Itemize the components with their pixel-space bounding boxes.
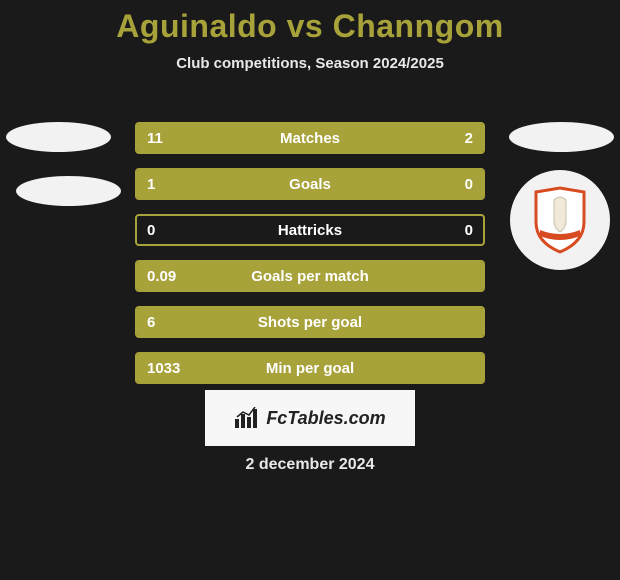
subtitle: Club competitions, Season 2024/2025 bbox=[0, 55, 620, 72]
stat-label: Hattricks bbox=[137, 216, 483, 244]
watermark-text: FcTables.com bbox=[266, 408, 385, 429]
stat-row: 0Hattricks0 bbox=[135, 214, 485, 246]
stat-value-right: 0 bbox=[465, 216, 473, 244]
stat-row: 1Goals0 bbox=[135, 168, 485, 200]
stat-label: Min per goal bbox=[137, 354, 483, 382]
player-right-badge-1 bbox=[509, 122, 614, 152]
stat-row: 0.09Goals per match bbox=[135, 260, 485, 292]
stat-value-right: 2 bbox=[465, 124, 473, 152]
stat-row: 6Shots per goal bbox=[135, 306, 485, 338]
stat-value-right: 0 bbox=[465, 170, 473, 198]
stat-row: 11Matches2 bbox=[135, 122, 485, 154]
date-text: 2 december 2024 bbox=[0, 456, 620, 474]
stats-rows: 11Matches21Goals00Hattricks00.09Goals pe… bbox=[135, 122, 485, 398]
club-badge-right bbox=[510, 170, 610, 270]
page-title: Aguinaldo vs Channgom bbox=[0, 8, 620, 45]
stat-label: Matches bbox=[137, 124, 483, 152]
stat-label: Goals bbox=[137, 170, 483, 198]
stat-row: 1033Min per goal bbox=[135, 352, 485, 384]
stat-label: Goals per match bbox=[137, 262, 483, 290]
watermark: FcTables.com bbox=[205, 390, 415, 446]
player-left-badge-1 bbox=[6, 122, 111, 152]
shield-icon bbox=[532, 186, 588, 254]
stat-label: Shots per goal bbox=[137, 308, 483, 336]
comparison-card: Aguinaldo vs Channgom Club competitions,… bbox=[0, 0, 620, 580]
player-left-badge-2 bbox=[16, 176, 121, 206]
bars-icon bbox=[234, 407, 260, 429]
